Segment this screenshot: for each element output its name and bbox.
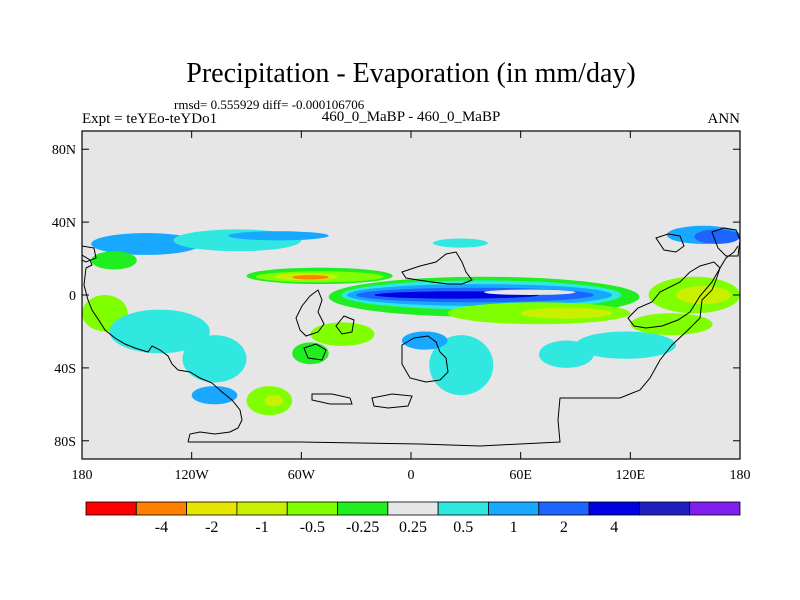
colorbar-label-4: -0.25 — [346, 519, 379, 536]
x-tick-label-3: 0 — [408, 468, 415, 483]
contour-region-20 — [676, 285, 731, 305]
contour-region-33 — [401, 331, 448, 350]
coastline-eastern-land — [627, 261, 721, 329]
colorbar-swatch-9 — [538, 501, 590, 516]
coastline-southern-block — [401, 335, 449, 383]
axis-ticks: 180 120W 60W 0 60E 120E 180 80N 40N 0 40S 80S — [52, 131, 751, 483]
contour-region-27 — [264, 395, 284, 407]
y-tick-label-2: 0 — [69, 289, 76, 304]
x-tick-label-2: 60W — [288, 468, 316, 483]
colorbar-swatch-8 — [488, 501, 540, 516]
colorbar-swatch-12 — [689, 501, 741, 516]
contour-region-10 — [292, 274, 329, 280]
contour-region-28 — [191, 386, 238, 405]
x-tick-label-6: 180 — [730, 468, 751, 483]
coastline-southern-strip-2 — [371, 393, 413, 409]
contour-region-6 — [694, 229, 740, 244]
colorbar-swatch-3 — [236, 501, 288, 516]
colorbar-swatch-10 — [588, 501, 640, 516]
contour-region-24 — [292, 342, 329, 365]
colorbar-swatch-4 — [286, 501, 338, 516]
colorbar-swatch-11 — [638, 501, 691, 516]
colorbar-swatch-5 — [337, 501, 389, 516]
contour-region-29 — [429, 335, 494, 396]
contour-region-1 — [91, 251, 137, 270]
contour-region-31 — [575, 331, 677, 359]
coastline-northern-land — [401, 251, 473, 285]
coastline-antarctica — [188, 245, 739, 447]
x-tick-label-5: 120E — [616, 468, 646, 483]
colorbar-label-1: -2 — [205, 519, 218, 536]
contour-region-16 — [484, 289, 576, 295]
contour-region-4 — [432, 238, 488, 248]
coastline-southern-strip-1 — [311, 393, 353, 405]
contour-region-23 — [182, 335, 247, 383]
chart-title: Precipitation - Evaporation (in mm/day) — [186, 58, 635, 89]
coastline-central-block — [295, 289, 325, 337]
colorbar-swatch-2 — [186, 501, 238, 516]
y-tick-label-3: 40S — [54, 362, 76, 377]
coastline-west-edge-land — [82, 245, 97, 263]
colorbar-swatch-7 — [437, 501, 489, 516]
colorbar-swatch-0 — [85, 501, 137, 516]
coastline-island-1 — [303, 343, 327, 361]
stats-label: rmsd= 0.555929 diff= -0.000106706 — [174, 97, 365, 112]
y-tick-label-4: 80S — [54, 435, 76, 450]
colorbar-label-8: 2 — [560, 519, 568, 536]
coastline-northeast-land — [655, 233, 685, 253]
contour-region-22 — [109, 309, 210, 354]
x-tick-label-4: 60E — [509, 468, 532, 483]
coastline-east-edge-land — [711, 227, 740, 257]
contour-region-32 — [630, 313, 713, 336]
colorbar-label-6: 0.5 — [453, 519, 473, 536]
colorbar-label-2: -1 — [255, 519, 268, 536]
coastline-island-2 — [335, 315, 355, 335]
colorbar-swatch-1 — [135, 501, 188, 516]
y-tick-label-1: 40N — [52, 216, 76, 231]
contour-region-3 — [228, 231, 329, 241]
colorbar-label-5: 0.25 — [399, 519, 427, 536]
continent-outlines — [82, 227, 740, 447]
coastline-south-america — [82, 254, 243, 443]
expt-label: Expt = teYEo-teYDo1 — [82, 111, 217, 127]
contour-region-0 — [91, 233, 201, 255]
x-tick-label-0: 180 — [72, 468, 93, 483]
contour-fill-layer — [82, 225, 740, 416]
x-tick-label-1: 120W — [175, 468, 210, 483]
contour-region-18 — [520, 307, 613, 319]
colorbar-label-9: 4 — [610, 519, 618, 536]
colorbar-swatch-6 — [387, 501, 439, 516]
case-label: 460_0_MaBP - 460_0_MaBP — [322, 109, 501, 125]
season-label: ANN — [708, 111, 741, 127]
colorbar-label-3: -0.5 — [300, 519, 325, 536]
colorbar: -4 -2 -1 -0.5 -0.25 0.25 0.5 1 2 4 — [85, 501, 741, 536]
colorbar-label-0: -4 — [155, 519, 168, 536]
y-tick-label-0: 80N — [52, 143, 76, 158]
colorbar-label-7: 1 — [510, 519, 518, 536]
